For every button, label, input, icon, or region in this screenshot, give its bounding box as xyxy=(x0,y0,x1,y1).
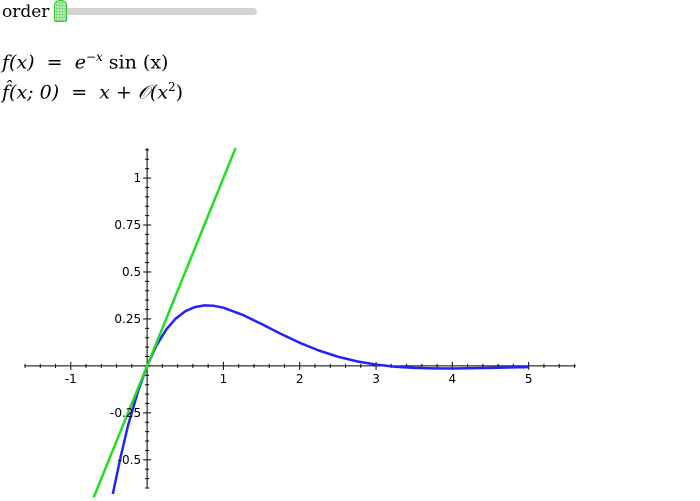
series-lines xyxy=(92,147,529,498)
x-tick-label: 4 xyxy=(449,372,457,386)
fhat-rhs-close: ) xyxy=(175,81,184,104)
order-control: order xyxy=(2,0,258,22)
fhat-equals: = xyxy=(71,81,88,104)
fhat-lhs: f̂(x; 0) xyxy=(2,81,60,104)
f-equals: = xyxy=(46,51,63,74)
y-tick-label: 0.25 xyxy=(114,312,141,326)
taylor-line xyxy=(92,147,237,498)
y-tick-label: -0.25 xyxy=(110,406,141,420)
tick-labels: -1 1 2 3 4 5 1 0.75 0.5 0.25 -0.25 -0.5 xyxy=(65,171,533,467)
order-label: order xyxy=(2,2,50,22)
y-tick-label: 0.5 xyxy=(122,265,141,279)
fhat-rhs: x + 𝒪(x xyxy=(99,81,169,104)
function-formula: f(x) = e−x sin (x) xyxy=(2,50,168,73)
taylor-formula: f̂(x; 0) = x + 𝒪(x2) xyxy=(2,80,183,103)
x-tick-label: -1 xyxy=(65,372,77,386)
fhat-rhs-exp: 2 xyxy=(168,80,176,94)
slider-track[interactable] xyxy=(57,8,258,15)
f-rhs-tail: sin (x) xyxy=(102,51,169,74)
function-curve xyxy=(111,304,529,495)
y-tick-label: 1 xyxy=(133,171,141,185)
x-tick-label: 1 xyxy=(220,372,228,386)
x-tick-label: 2 xyxy=(296,372,304,386)
f-rhs-base: e xyxy=(74,51,86,74)
slider-thumb[interactable] xyxy=(54,0,68,22)
y-tick-label: 0.75 xyxy=(114,218,141,232)
f-lhs: f(x) xyxy=(2,51,35,74)
f-rhs-exp: −x xyxy=(85,50,103,64)
axes xyxy=(24,148,576,489)
y-tick-label: -0.5 xyxy=(118,453,141,467)
x-tick-label: 3 xyxy=(372,372,380,386)
order-slider[interactable] xyxy=(54,0,258,22)
x-tick-label: 5 xyxy=(525,372,533,386)
